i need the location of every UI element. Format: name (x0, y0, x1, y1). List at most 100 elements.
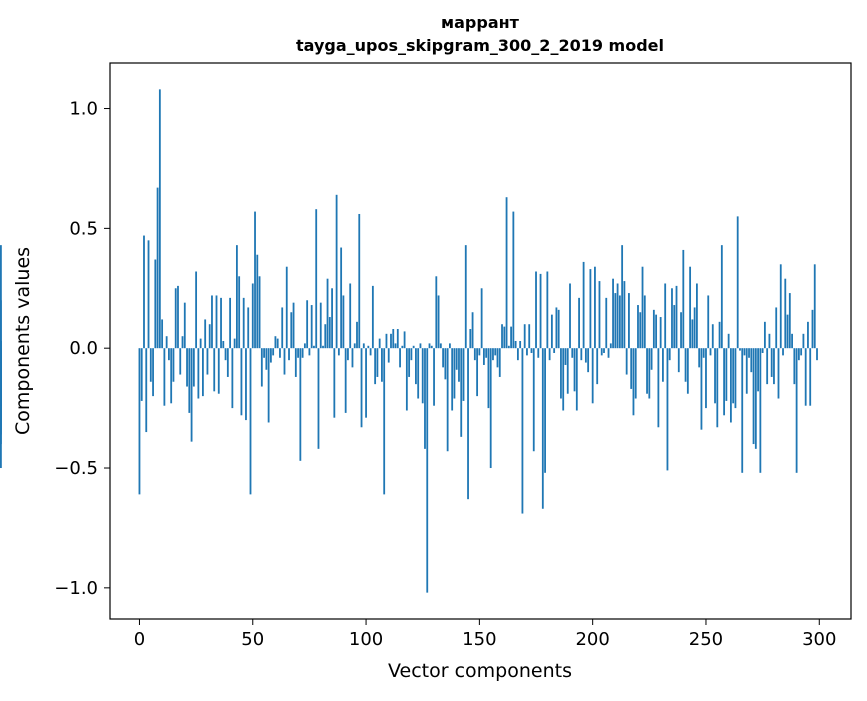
bar (385, 333, 388, 349)
bar (716, 348, 719, 428)
bar (174, 288, 177, 349)
bar (265, 348, 268, 370)
x-tick-label: 150 (462, 629, 496, 650)
bar (693, 307, 696, 349)
bar (745, 348, 748, 394)
bar (369, 348, 372, 356)
bar (564, 348, 567, 365)
bar (360, 348, 363, 428)
bar (154, 259, 157, 349)
bar (383, 348, 386, 495)
bar (507, 345, 510, 349)
bar (378, 338, 381, 349)
bar (247, 307, 250, 349)
y-axis-label: Components values (12, 247, 34, 435)
bar (476, 348, 479, 397)
bar (675, 285, 678, 349)
bar (281, 307, 284, 349)
bar (290, 312, 293, 349)
bar (308, 348, 311, 356)
bar (739, 348, 741, 351)
bar (698, 348, 701, 368)
bar (637, 305, 639, 349)
bar (410, 348, 413, 361)
x-axis-ticks: 0 50 100 150 200 250 300 (134, 619, 836, 650)
bar (283, 348, 286, 375)
bar (387, 348, 390, 363)
bar (215, 295, 218, 349)
bar (249, 348, 252, 495)
bar (453, 348, 456, 399)
bar (251, 283, 254, 349)
bar (188, 348, 191, 413)
bar (181, 336, 184, 349)
bar (222, 341, 225, 349)
bar (331, 288, 333, 349)
bar (303, 343, 306, 349)
bar (782, 348, 784, 356)
bar (371, 285, 374, 349)
bar (544, 348, 546, 473)
bar (487, 348, 490, 409)
bar (168, 348, 170, 361)
bar (580, 348, 583, 361)
bar (614, 293, 617, 349)
bar (161, 319, 164, 349)
bar (183, 302, 186, 349)
bar (546, 271, 549, 349)
bar (723, 348, 726, 416)
bar (206, 348, 209, 375)
bar (356, 321, 358, 349)
bar (439, 343, 442, 349)
bar (521, 348, 524, 514)
bar (813, 264, 816, 349)
bar (419, 343, 422, 349)
bar (408, 348, 411, 377)
bar (571, 348, 574, 358)
bar (437, 295, 440, 349)
bar (195, 271, 198, 349)
bar (0, 348, 2, 406)
bar (358, 213, 361, 349)
bar (530, 348, 533, 353)
bar (591, 348, 594, 404)
bar (555, 307, 558, 349)
bar (240, 348, 243, 416)
bar (235, 245, 238, 349)
bar (199, 338, 202, 349)
bar (501, 324, 503, 349)
bar (172, 348, 175, 382)
bar (374, 348, 377, 385)
bar (809, 348, 812, 406)
bar (310, 305, 313, 349)
bar (288, 348, 290, 361)
y-tick-label: −0.5 (54, 458, 98, 479)
bar (254, 211, 256, 349)
bar (415, 348, 417, 385)
bar (535, 271, 537, 349)
x-tick-label: 200 (575, 629, 609, 650)
bar (560, 348, 562, 399)
bar (213, 348, 216, 392)
bar (763, 321, 766, 349)
bar (648, 348, 651, 399)
bar (643, 295, 646, 349)
x-axis-label: Vector components (388, 660, 572, 682)
bar (641, 266, 644, 349)
bar (791, 333, 793, 349)
bar (276, 338, 279, 349)
bar (362, 343, 365, 349)
bar (718, 321, 721, 349)
bar (630, 348, 633, 389)
bar (788, 293, 791, 349)
bar (807, 321, 809, 349)
bar (736, 216, 739, 349)
bar (226, 348, 229, 377)
bar (566, 348, 569, 394)
bar (711, 324, 714, 349)
bar (197, 348, 200, 399)
bar (537, 348, 540, 358)
bar (625, 348, 628, 375)
bar (458, 348, 460, 382)
bar (816, 348, 818, 361)
